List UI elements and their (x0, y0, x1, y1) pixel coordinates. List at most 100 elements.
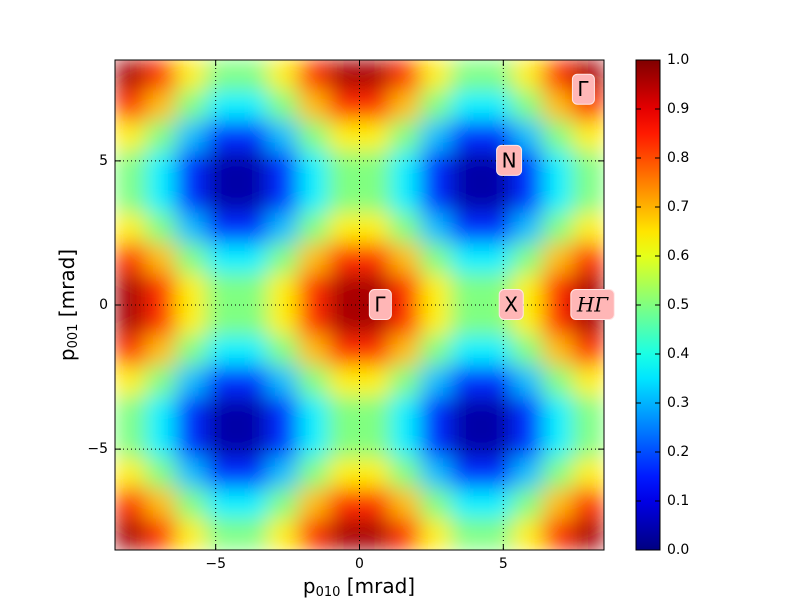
heat-cell (450, 304, 483, 337)
colorbar-tick-label: 0.3 (667, 395, 689, 411)
heat-cell (359, 90, 391, 122)
heat-cell (572, 151, 604, 183)
heat-cell (297, 182, 330, 214)
heat-cell (572, 396, 604, 428)
heat-cell (481, 212, 513, 245)
heat-cell (450, 243, 483, 275)
y-label-unit: [mrad] (55, 249, 79, 324)
heat-cell (175, 182, 208, 214)
heat-cell (115, 304, 147, 337)
heat-cell (297, 120, 330, 153)
heat-cell (267, 151, 299, 183)
heat-cell (542, 335, 574, 367)
heat-cell (145, 457, 177, 490)
heat-cell (297, 488, 330, 520)
heat-cell (175, 120, 208, 153)
heat-cell (359, 427, 391, 459)
heat-cell (450, 120, 483, 153)
heat-cell (206, 182, 238, 214)
heat-cell (450, 182, 483, 214)
heat-cell (420, 457, 452, 490)
heat-cell (511, 518, 544, 550)
heat-cell (542, 120, 574, 153)
heat-cell (328, 457, 360, 490)
heat-cell (389, 335, 422, 367)
heat-cell (542, 273, 574, 306)
heat-cell (175, 365, 208, 398)
heat-cell (206, 273, 238, 306)
heat-cell (236, 304, 269, 337)
heat-cell (511, 335, 544, 367)
heat-cell (267, 120, 299, 153)
heat-cell (572, 488, 604, 520)
heat-cell (450, 90, 483, 122)
heat-cell (206, 365, 238, 398)
heat-cell (115, 151, 147, 183)
heat-cell (175, 304, 208, 337)
heat-cell (297, 335, 330, 367)
heat-cell (420, 120, 452, 153)
y-tick-label: 0 (99, 297, 108, 313)
y-label-sub: 001 (66, 324, 81, 349)
heat-cell (297, 60, 330, 92)
heat-cell (328, 365, 360, 398)
heat-cell (481, 243, 513, 275)
y-label-main: p (55, 348, 79, 361)
heat-cell (481, 457, 513, 490)
colorbar-tick-label: 0.1 (667, 493, 689, 509)
heat-cell (175, 518, 208, 550)
colorbar-tick-label: 0.5 (667, 297, 689, 313)
heat-cell (297, 304, 330, 337)
heat-cell (145, 427, 177, 459)
annotation-box (570, 289, 615, 320)
annotation: Γ (368, 289, 392, 320)
heat-cell (267, 518, 299, 550)
heat-cell (175, 60, 208, 92)
heat-cell (511, 90, 544, 122)
heat-cell (267, 304, 299, 337)
heat-cell (420, 304, 452, 337)
heat-cell (420, 273, 452, 306)
heat-cell (297, 273, 330, 306)
heat-cell (297, 365, 330, 398)
annotation-text: HΓ (576, 293, 609, 317)
heat-cell (511, 488, 544, 520)
heat-cell (542, 488, 574, 520)
heat-cell (542, 518, 574, 550)
colorbar-tick-label: 0.7 (667, 199, 689, 215)
heat-cell (115, 273, 147, 306)
heat-cell (267, 273, 299, 306)
heat-cell (572, 120, 604, 153)
heat-cell (145, 365, 177, 398)
heat-cell (481, 488, 513, 520)
heat-cell (297, 396, 330, 428)
heat-cell (115, 212, 147, 245)
heat-cell (511, 457, 544, 490)
heat-cell (236, 182, 269, 214)
x-tick-label: 5 (499, 556, 508, 572)
heat-cell (267, 90, 299, 122)
x-label-main: p (303, 574, 316, 598)
x-tick-label: −5 (205, 556, 226, 572)
heat-cell (206, 212, 238, 245)
heat-cell (115, 396, 147, 428)
heat-cell (206, 304, 238, 337)
heat-cell (542, 182, 574, 214)
heat-cell (115, 427, 147, 459)
heat-cell (328, 335, 360, 367)
heat-cell (297, 90, 330, 122)
annotation: Γ (571, 73, 595, 105)
heat-cell (542, 60, 574, 92)
heat-cell (145, 90, 177, 122)
heat-cell (359, 212, 391, 245)
heat-cell (450, 365, 483, 398)
heat-cell (328, 120, 360, 153)
heat-cell (359, 335, 391, 367)
heat-cell (481, 60, 513, 92)
heat-cell (450, 273, 483, 306)
heat-cell (297, 457, 330, 490)
heat-cell (206, 396, 238, 428)
heat-cell (511, 365, 544, 398)
heat-cell (328, 243, 360, 275)
